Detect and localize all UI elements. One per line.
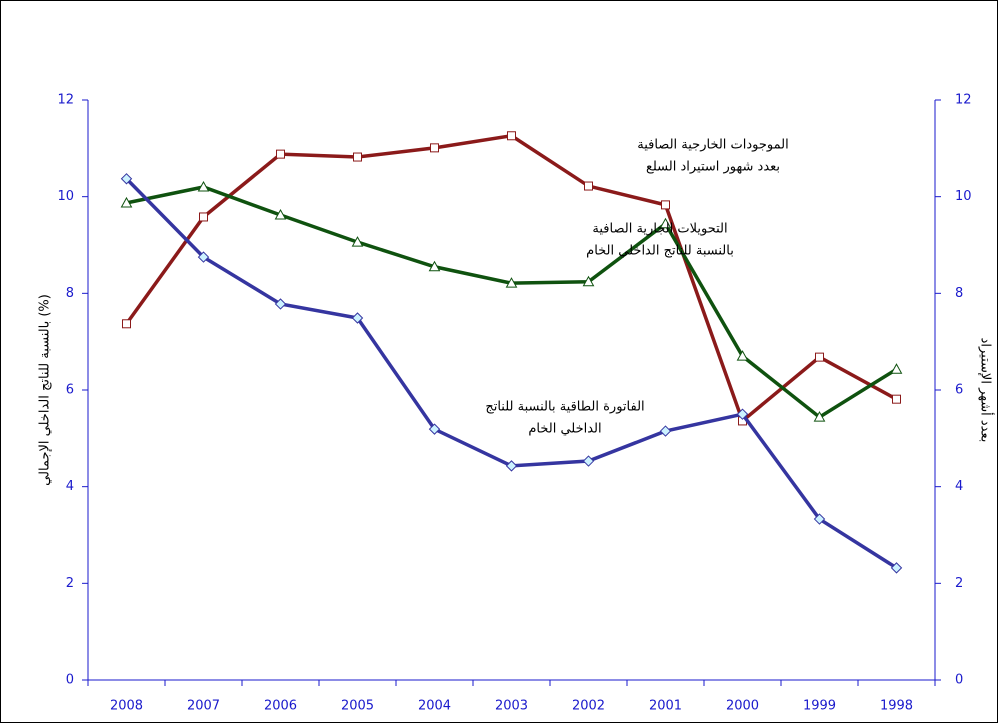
x-tick-label: 1999 xyxy=(803,699,836,714)
point xyxy=(736,408,749,420)
y-tick-label: 0 xyxy=(66,673,74,688)
y2-tick-label: 4 xyxy=(955,479,963,494)
point xyxy=(505,277,518,288)
point xyxy=(659,425,672,437)
point xyxy=(428,423,441,435)
x-tick-label: 2007 xyxy=(187,699,220,714)
x-tick-label: 2000 xyxy=(726,699,759,714)
point xyxy=(505,460,518,472)
point xyxy=(428,260,441,272)
y2-tick-label: 10 xyxy=(955,189,972,204)
point xyxy=(736,350,749,361)
y2-tick-label: 12 xyxy=(955,93,972,108)
x-tick-label: 2002 xyxy=(572,699,605,714)
point xyxy=(274,209,287,220)
point xyxy=(890,363,903,374)
y2-tick-label: 0 xyxy=(955,673,963,688)
point xyxy=(199,212,208,222)
y-tick-label: 12 xyxy=(57,93,74,108)
point xyxy=(197,251,210,263)
point xyxy=(276,149,285,159)
y-tick-label: 10 xyxy=(57,189,74,204)
series-annotation: الفاتورة الطاقية بالنسبة للناتج xyxy=(485,400,644,415)
point xyxy=(351,312,364,324)
y2-axis-label: بعدد أشهر الإستيراد xyxy=(978,338,995,443)
point xyxy=(274,298,287,310)
x-tick-label: 2004 xyxy=(418,699,451,714)
y-axis-label: بالنسبة للناتج الداخلي الإجمالي (%) xyxy=(38,294,53,486)
y2-tick-label: 2 xyxy=(955,576,963,591)
series-annotation: بالنسبة للناتج الداخلي الخام xyxy=(586,244,734,259)
point xyxy=(507,131,516,141)
point xyxy=(582,275,595,287)
y-tick-label: 2 xyxy=(66,576,74,591)
x-tick-label: 2005 xyxy=(341,699,374,714)
y2-tick-label: 8 xyxy=(955,286,963,301)
x-tick-label: 2006 xyxy=(264,699,297,714)
point xyxy=(890,562,903,574)
series-annotation: التحويلات الجارية الصافية xyxy=(592,222,727,237)
point xyxy=(813,411,826,422)
point xyxy=(353,152,362,162)
series-annotation: بعدد شهور استيراد السلع xyxy=(646,160,780,175)
point xyxy=(120,196,133,208)
point xyxy=(197,180,210,192)
point xyxy=(582,455,595,467)
point xyxy=(813,513,826,525)
point xyxy=(659,217,672,229)
point xyxy=(351,236,364,247)
x-tick-label: 2001 xyxy=(649,699,682,714)
point xyxy=(120,173,133,185)
point xyxy=(584,181,593,191)
point xyxy=(430,143,439,153)
x-tick-label: 2003 xyxy=(495,699,528,714)
point xyxy=(892,394,901,404)
series-annotation: الداخلي الخام xyxy=(528,422,601,437)
y-tick-label: 6 xyxy=(66,383,74,398)
y-tick-label: 4 xyxy=(66,479,74,494)
point xyxy=(661,200,670,210)
x-tick-label: 1998 xyxy=(880,699,913,714)
x-tick-label: 2008 xyxy=(110,699,143,714)
y-tick-label: 8 xyxy=(66,286,74,301)
y2-tick-label: 6 xyxy=(955,383,963,398)
point xyxy=(815,352,824,362)
point xyxy=(122,319,131,329)
series-annotation: الموجودات الخارجية الصافية xyxy=(637,138,789,153)
